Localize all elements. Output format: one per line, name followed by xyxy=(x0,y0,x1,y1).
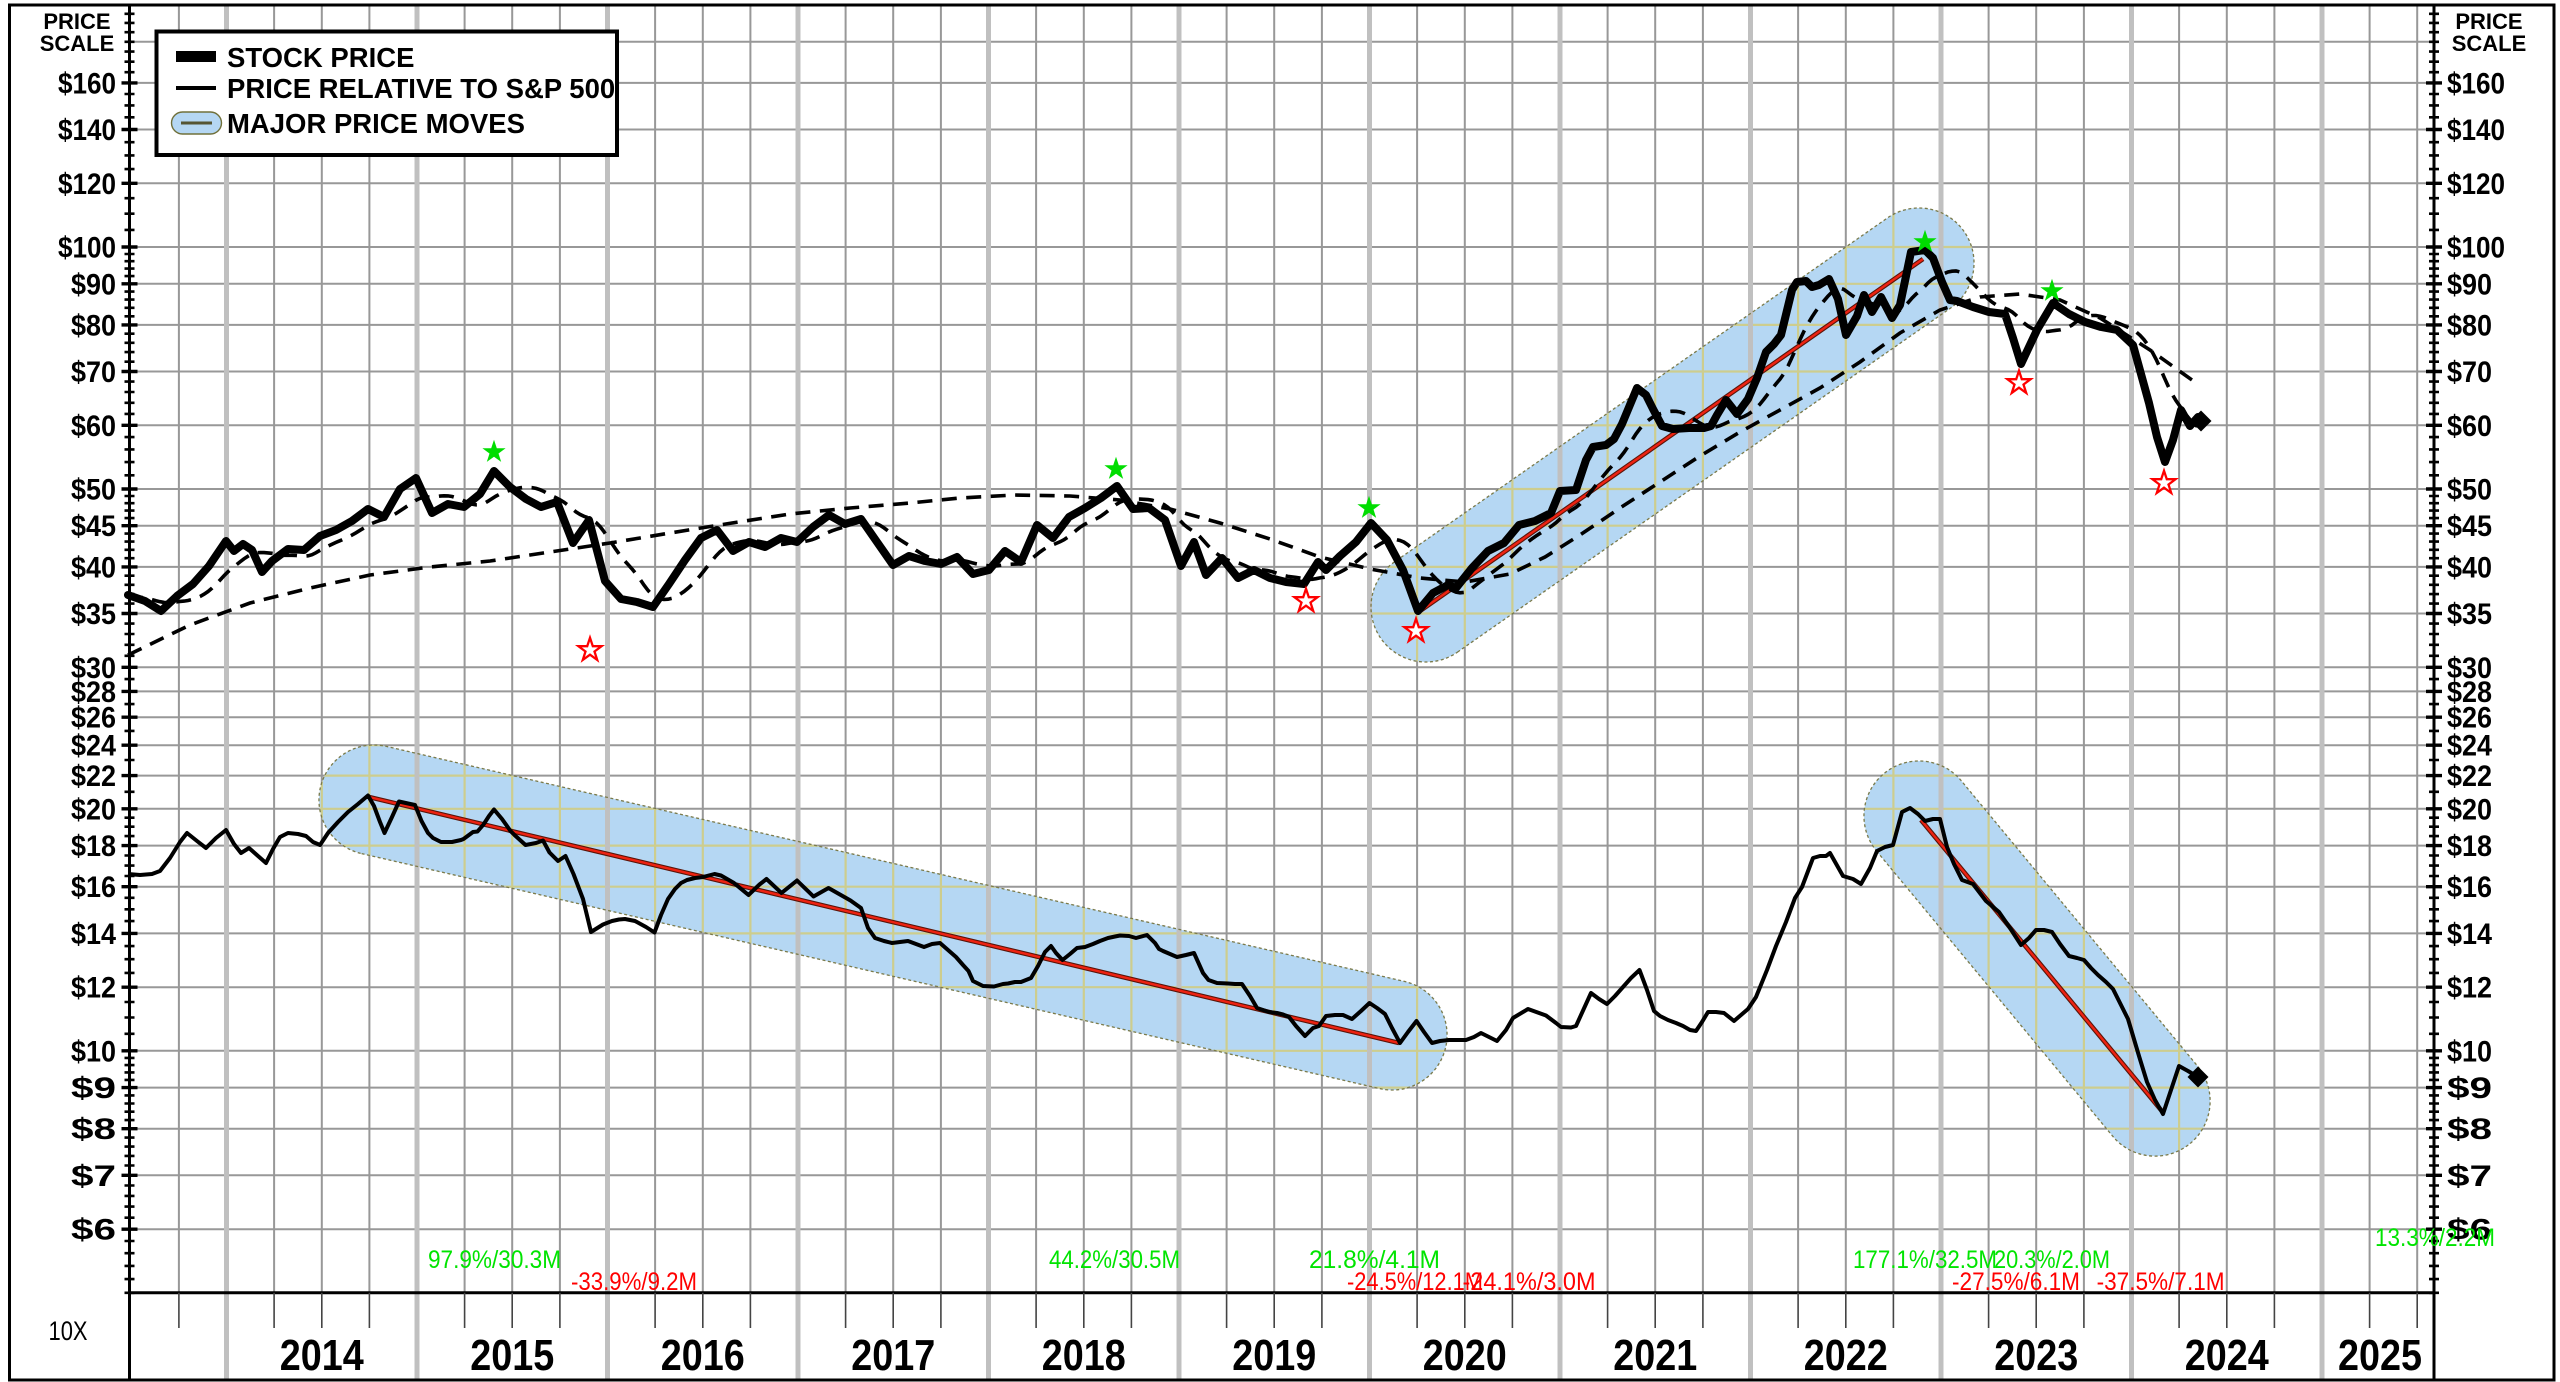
svg-text:$9: $9 xyxy=(2447,1072,2492,1105)
svg-text:-24.1%/3.0M: -24.1%/3.0M xyxy=(1463,1268,1596,1296)
svg-text:$22: $22 xyxy=(71,760,116,793)
svg-text:97.9%/30.3M: 97.9%/30.3M xyxy=(428,1246,561,1274)
svg-text:177.1%/32.5M: 177.1%/32.5M xyxy=(1853,1246,1997,1274)
svg-text:$16: $16 xyxy=(71,871,116,904)
svg-text:2017: 2017 xyxy=(851,1331,935,1380)
svg-text:$12: $12 xyxy=(2447,972,2492,1005)
svg-text:$14: $14 xyxy=(71,918,116,951)
svg-text:PRICE: PRICE xyxy=(43,9,110,34)
svg-text:2025: 2025 xyxy=(2338,1331,2422,1380)
svg-text:2021: 2021 xyxy=(1613,1331,1697,1380)
svg-text:$90: $90 xyxy=(71,268,116,301)
svg-text:$20: $20 xyxy=(2447,793,2492,826)
svg-text:$7: $7 xyxy=(2447,1160,2492,1193)
svg-text:$90: $90 xyxy=(2447,268,2492,301)
svg-text:$26: $26 xyxy=(2447,702,2492,735)
svg-text:$6: $6 xyxy=(2447,1214,2492,1247)
svg-text:$28: $28 xyxy=(2447,676,2492,709)
svg-text:$50: $50 xyxy=(71,473,116,506)
svg-text:$30: $30 xyxy=(2447,652,2492,685)
svg-text:$35: $35 xyxy=(2447,598,2492,631)
svg-text:$10: $10 xyxy=(2447,1035,2492,1068)
svg-text:-24.5%/12.1M: -24.5%/12.1M xyxy=(1347,1268,1483,1296)
svg-text:$160: $160 xyxy=(58,67,116,100)
svg-text:$80: $80 xyxy=(71,309,116,342)
svg-text:SCALE: SCALE xyxy=(40,31,115,56)
svg-text:$80: $80 xyxy=(2447,309,2492,342)
svg-text:2015: 2015 xyxy=(470,1331,554,1380)
svg-text:$24: $24 xyxy=(71,730,116,763)
svg-text:13.3%/2.2M: 13.3%/2.2M xyxy=(2375,1224,2495,1252)
svg-text:STOCK PRICE: STOCK PRICE xyxy=(227,42,414,73)
svg-text:$8: $8 xyxy=(2447,1113,2492,1146)
svg-text:$160: $160 xyxy=(2447,67,2505,100)
svg-text:21.8%/4.1M: 21.8%/4.1M xyxy=(1309,1246,1440,1274)
svg-text:$60: $60 xyxy=(71,410,116,443)
svg-text:2014: 2014 xyxy=(280,1331,364,1380)
svg-text:MAJOR PRICE MOVES: MAJOR PRICE MOVES xyxy=(227,108,525,139)
svg-text:2019: 2019 xyxy=(1232,1331,1316,1380)
svg-text:$18: $18 xyxy=(2447,830,2492,863)
svg-text:2023: 2023 xyxy=(1994,1331,2078,1380)
svg-text:$100: $100 xyxy=(2447,231,2505,264)
svg-text:20.3%/2.0M: 20.3%/2.0M xyxy=(1994,1246,2110,1274)
svg-text:$18: $18 xyxy=(71,830,116,863)
svg-text:PRICE: PRICE xyxy=(2455,9,2522,34)
svg-text:$22: $22 xyxy=(2447,760,2492,793)
svg-text:2022: 2022 xyxy=(1804,1331,1888,1380)
svg-text:$60: $60 xyxy=(2447,410,2492,443)
svg-text:$120: $120 xyxy=(2447,168,2505,201)
svg-text:$28: $28 xyxy=(71,676,116,709)
svg-text:2024: 2024 xyxy=(2185,1331,2269,1380)
svg-text:$20: $20 xyxy=(71,793,116,826)
svg-text:$45: $45 xyxy=(71,510,116,543)
svg-text:PRICE RELATIVE TO S&P 500: PRICE RELATIVE TO S&P 500 xyxy=(227,73,615,104)
svg-text:$14: $14 xyxy=(2447,918,2492,951)
svg-text:$7: $7 xyxy=(71,1160,116,1193)
svg-text:$35: $35 xyxy=(71,598,116,631)
svg-text:$45: $45 xyxy=(2447,510,2492,543)
svg-text:$40: $40 xyxy=(71,551,116,584)
svg-text:$100: $100 xyxy=(58,231,116,264)
svg-text:$70: $70 xyxy=(71,356,116,389)
svg-text:-27.5%/6.1M: -27.5%/6.1M xyxy=(1952,1268,2080,1296)
svg-text:-33.9%/9.2M: -33.9%/9.2M xyxy=(571,1268,697,1296)
svg-text:$16: $16 xyxy=(2447,871,2492,904)
svg-text:$9: $9 xyxy=(71,1072,116,1105)
svg-text:$26: $26 xyxy=(71,702,116,735)
svg-text:$8: $8 xyxy=(71,1113,116,1146)
svg-text:$12: $12 xyxy=(71,972,116,1005)
svg-text:2018: 2018 xyxy=(1042,1331,1126,1380)
svg-text:$10: $10 xyxy=(71,1035,116,1068)
svg-text:$140: $140 xyxy=(58,114,116,147)
svg-text:$24: $24 xyxy=(2447,730,2492,763)
svg-text:$6: $6 xyxy=(71,1214,116,1247)
svg-text:$30: $30 xyxy=(71,652,116,685)
svg-text:$140: $140 xyxy=(2447,114,2505,147)
svg-text:$70: $70 xyxy=(2447,356,2492,389)
svg-text:$50: $50 xyxy=(2447,473,2492,506)
svg-text:10X: 10X xyxy=(49,1316,88,1346)
svg-text:44.2%/30.5M: 44.2%/30.5M xyxy=(1049,1246,1180,1274)
svg-text:$40: $40 xyxy=(2447,551,2492,584)
svg-text:2016: 2016 xyxy=(661,1331,745,1380)
svg-text:2020: 2020 xyxy=(1423,1331,1507,1380)
svg-text:$120: $120 xyxy=(58,168,116,201)
svg-text:SCALE: SCALE xyxy=(2452,31,2527,56)
svg-text:-37.5%/7.1M: -37.5%/7.1M xyxy=(2097,1268,2225,1296)
